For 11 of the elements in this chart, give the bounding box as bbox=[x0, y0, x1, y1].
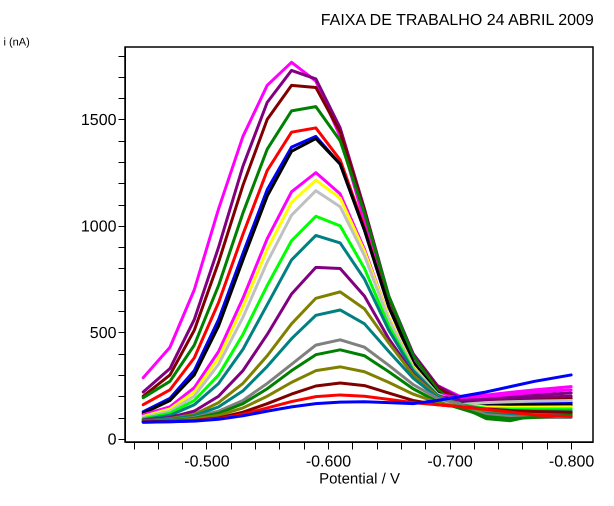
y-tick-label: 1000 bbox=[80, 218, 117, 236]
x-tick-label: -0.600 bbox=[306, 454, 352, 470]
x-tick-label: -0.500 bbox=[184, 454, 230, 470]
x-tick-label: -0.700 bbox=[427, 454, 473, 470]
y-tick-label: 1500 bbox=[80, 112, 117, 129]
x-axis-title: Potential / V bbox=[319, 470, 400, 488]
y-tick-label: 500 bbox=[90, 324, 117, 342]
x-tick-label: -0.800 bbox=[548, 454, 594, 470]
chart-title: FAIXA DE TRABALHO 24 ABRIL 2009 bbox=[320, 12, 594, 29]
y-axis-title: i (nA) bbox=[4, 36, 30, 48]
y-tick-label: 0 bbox=[108, 431, 117, 448]
